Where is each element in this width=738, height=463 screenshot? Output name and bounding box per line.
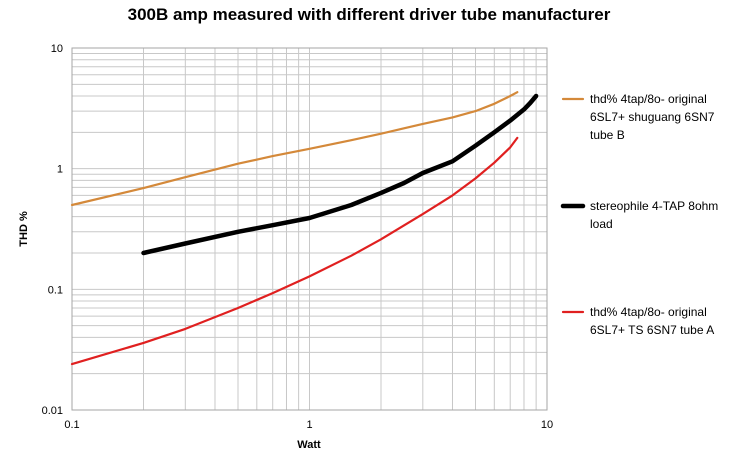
legend-label: thd% 4tap/8o- original [590,92,707,106]
y-tick-label: 10 [51,43,63,55]
legend-item: thd% 4tap/8o- original 6SL7+ TS 6SN7 tube… [561,305,714,337]
legend-label: thd% 4tap/8o- original [590,305,707,319]
series-line-1 [70,91,519,207]
grid-layer [71,47,548,411]
legend-item: stereophile 4-TAP 8ohm load [560,199,718,231]
legend-label: stereophile 4-TAP 8ohm [590,199,718,213]
y-tick-label: 0.1 [48,284,63,296]
x-tick-label: 10 [541,419,553,431]
plot-area-border [71,47,548,411]
legend: thd% 4tap/8o- original 6SL7+ shuguang 6SN… [560,92,718,337]
y-tick-label: 0.01 [42,405,63,417]
series-line-2 [141,93,539,256]
legend-label: load [590,217,613,231]
legend-label: tube B [590,128,625,142]
x-tick-label: 0.1 [64,419,79,431]
series-layer [70,91,539,366]
legend-label: 6SL7+ TS 6SN7 tube A [590,323,714,337]
legend-label: 6SL7+ shuguang 6SN7 [590,110,715,124]
y-tick-label: 1 [57,164,63,176]
x-tick-label: 1 [306,419,312,431]
series-line-3 [70,136,519,366]
x-axis-label: Watt [297,439,321,451]
chart-title: 300B amp measured with different driver … [128,5,611,24]
y-axis-label: THD % [18,211,30,247]
legend-item: thd% 4tap/8o- original 6SL7+ shuguang 6SN… [561,92,715,142]
